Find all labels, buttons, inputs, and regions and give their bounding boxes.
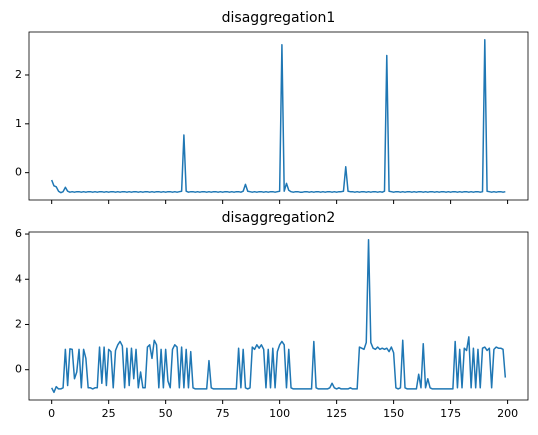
- x-tick-label: 0: [48, 407, 55, 420]
- x-tick-label: 100: [269, 407, 290, 420]
- x-tick-label: 75: [216, 407, 230, 420]
- chart-title: disaggregation1: [222, 10, 336, 26]
- chart-title: disaggregation2: [222, 210, 336, 226]
- x-tick-label: 25: [102, 407, 116, 420]
- y-tick-label: 0: [15, 363, 22, 376]
- axes-frame: [28, 231, 529, 401]
- y-tick-label: 2: [15, 68, 22, 81]
- x-tick-label: 200: [497, 407, 518, 420]
- x-tick-label: 125: [326, 407, 347, 420]
- x-tick-label: 175: [440, 407, 461, 420]
- data-line: [51, 238, 507, 394]
- y-tick-label: 4: [15, 272, 22, 285]
- y-tick-label: 2: [15, 317, 22, 330]
- y-tick-label: 1: [15, 117, 22, 130]
- data-line: [50, 39, 506, 194]
- y-tick-label: 6: [15, 227, 22, 240]
- x-tick-label: 50: [159, 407, 173, 420]
- axes-frame: [28, 31, 529, 201]
- y-tick-label: 0: [15, 166, 22, 179]
- x-tick-label: 150: [383, 407, 404, 420]
